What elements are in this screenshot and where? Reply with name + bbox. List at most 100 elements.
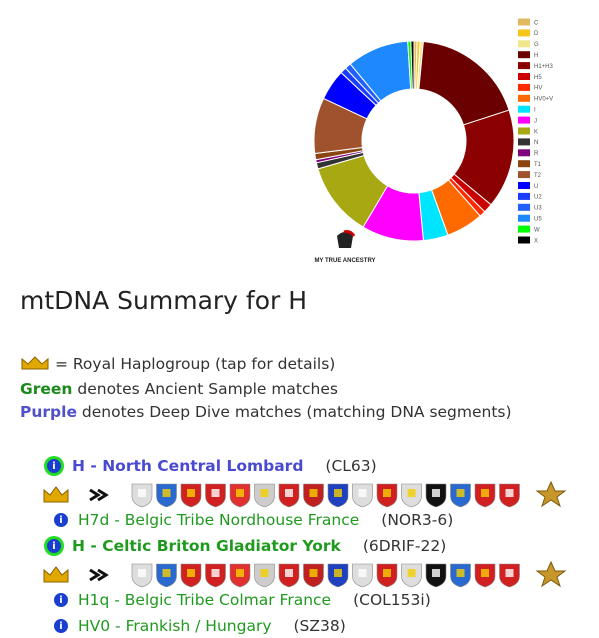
coat-detail xyxy=(358,489,367,497)
match-code: (CL63) xyxy=(325,457,377,475)
legend-swatch xyxy=(518,29,530,37)
coat-detail xyxy=(432,489,440,497)
match-entry: i H - Celtic Briton Gladiator York (6DRIF-… xyxy=(44,534,446,558)
legend-label: H1+H3 xyxy=(534,64,554,70)
legend-label: X xyxy=(534,238,538,244)
coat-detail xyxy=(432,569,440,577)
legend-swatch xyxy=(518,116,530,124)
match-name[interactable]: H1q - Belgic Tribe Colmar France xyxy=(78,591,332,609)
coat-detail xyxy=(187,489,195,497)
legend-swatch xyxy=(518,214,530,222)
legend-swatch xyxy=(518,225,530,233)
match-name[interactable]: H - Celtic Briton Gladiator York xyxy=(72,537,341,555)
match-name[interactable]: H - North Central Lombard xyxy=(72,457,304,475)
logo-crest xyxy=(343,230,356,237)
donut-segment xyxy=(418,40,510,126)
arrow-icon xyxy=(89,488,109,502)
coat-detail xyxy=(211,569,220,577)
legend-label: U3 xyxy=(534,206,542,212)
legend-label: I xyxy=(534,108,536,114)
star-icon xyxy=(535,560,567,588)
note-royal: = Royal Haplogroup (tap for details) xyxy=(20,355,335,373)
legend-label: HV0+V xyxy=(534,97,553,103)
match-code: (SZ38) xyxy=(293,617,346,635)
coat-detail xyxy=(481,489,489,497)
note-text: denotes Ancient Sample matches xyxy=(77,380,338,398)
info-glyph: i xyxy=(47,539,61,553)
match-name[interactable]: H7d - Belgic Tribe Nordhouse France xyxy=(78,511,360,529)
coat-detail xyxy=(383,489,391,497)
coat-detail xyxy=(309,489,318,497)
coat-detail xyxy=(236,489,244,497)
coat-detail xyxy=(309,569,318,577)
note-green: Green denotes Ancient Sample matches xyxy=(20,380,338,398)
legend-label: H xyxy=(534,53,538,59)
legend-label: U2 xyxy=(534,195,542,201)
coat-detail xyxy=(187,569,195,577)
logo-text: MY TRUE ANCESTRY xyxy=(314,258,375,264)
coat-detail xyxy=(407,489,416,497)
coat-detail xyxy=(285,489,293,497)
coat-detail xyxy=(456,569,465,577)
info-icon[interactable]: i xyxy=(54,513,68,527)
match-entry: i H - North Central Lombard (CL63) xyxy=(44,454,377,478)
legend-label: R xyxy=(534,151,539,157)
coat-detail xyxy=(334,569,342,577)
crown-icon xyxy=(43,486,69,503)
legend-swatch xyxy=(518,40,530,48)
note-keyword: Green xyxy=(20,380,73,398)
note-text: = Royal Haplogroup (tap for details) xyxy=(54,355,336,373)
legend-label: U xyxy=(534,184,538,190)
coat-detail xyxy=(285,569,293,577)
info-icon[interactable]: i xyxy=(54,619,68,633)
legend-swatch xyxy=(518,62,530,70)
match-entry: i HV0 - Frankish / Hungary (SZ38) xyxy=(50,614,346,638)
match-entry: i H1q - Belgic Tribe Colmar France (COL153… xyxy=(50,588,431,612)
legend-label: C xyxy=(534,20,539,26)
legend-swatch xyxy=(518,83,530,91)
donut-segment xyxy=(410,40,415,90)
legend-label: N xyxy=(534,140,538,146)
info-icon[interactable]: i xyxy=(54,593,68,607)
coat-detail xyxy=(505,489,514,497)
match-code: (NOR3-6) xyxy=(381,511,454,529)
flag-row xyxy=(43,480,567,508)
coat-detail xyxy=(260,569,269,577)
legend-swatch xyxy=(518,236,530,244)
coat-detail xyxy=(407,569,416,577)
legend-label: T2 xyxy=(534,173,542,179)
match-entry: i H7d - Belgic Tribe Nordhouse France (NOR… xyxy=(50,508,453,532)
coat-detail xyxy=(162,569,171,577)
match-name[interactable]: HV0 - Frankish / Hungary xyxy=(78,617,272,635)
note-keyword: Purple xyxy=(20,403,77,421)
star-icon xyxy=(535,480,567,508)
legend-label: H5 xyxy=(534,75,542,81)
flag-row xyxy=(43,560,567,588)
logo-helmet xyxy=(337,232,353,248)
legend-label: W xyxy=(534,227,540,233)
legend-swatch xyxy=(518,160,530,168)
legend-swatch xyxy=(518,105,530,113)
note-text: denotes Deep Dive matches (matching DNA … xyxy=(81,403,512,421)
legend-label: HV xyxy=(534,86,542,92)
arrow-icon xyxy=(89,568,109,582)
info-icon[interactable]: i xyxy=(44,456,64,476)
legend-label: U5 xyxy=(534,217,542,223)
legend-label: G xyxy=(534,42,539,48)
info-icon[interactable]: i xyxy=(44,536,64,556)
crown-icon xyxy=(21,356,49,370)
legend-swatch xyxy=(518,138,530,146)
coat-detail xyxy=(260,489,269,497)
coat-detail xyxy=(383,569,391,577)
info-glyph: i xyxy=(47,459,61,473)
legend-swatch xyxy=(518,182,530,189)
crown-icon xyxy=(43,566,69,583)
legend-label: J xyxy=(534,118,537,124)
legend-label: T1 xyxy=(534,162,542,168)
legend-swatch xyxy=(518,203,530,211)
coat-detail xyxy=(211,489,220,497)
coat-detail xyxy=(505,569,514,577)
logo: MY TRUE ANCESTRY xyxy=(314,230,376,264)
